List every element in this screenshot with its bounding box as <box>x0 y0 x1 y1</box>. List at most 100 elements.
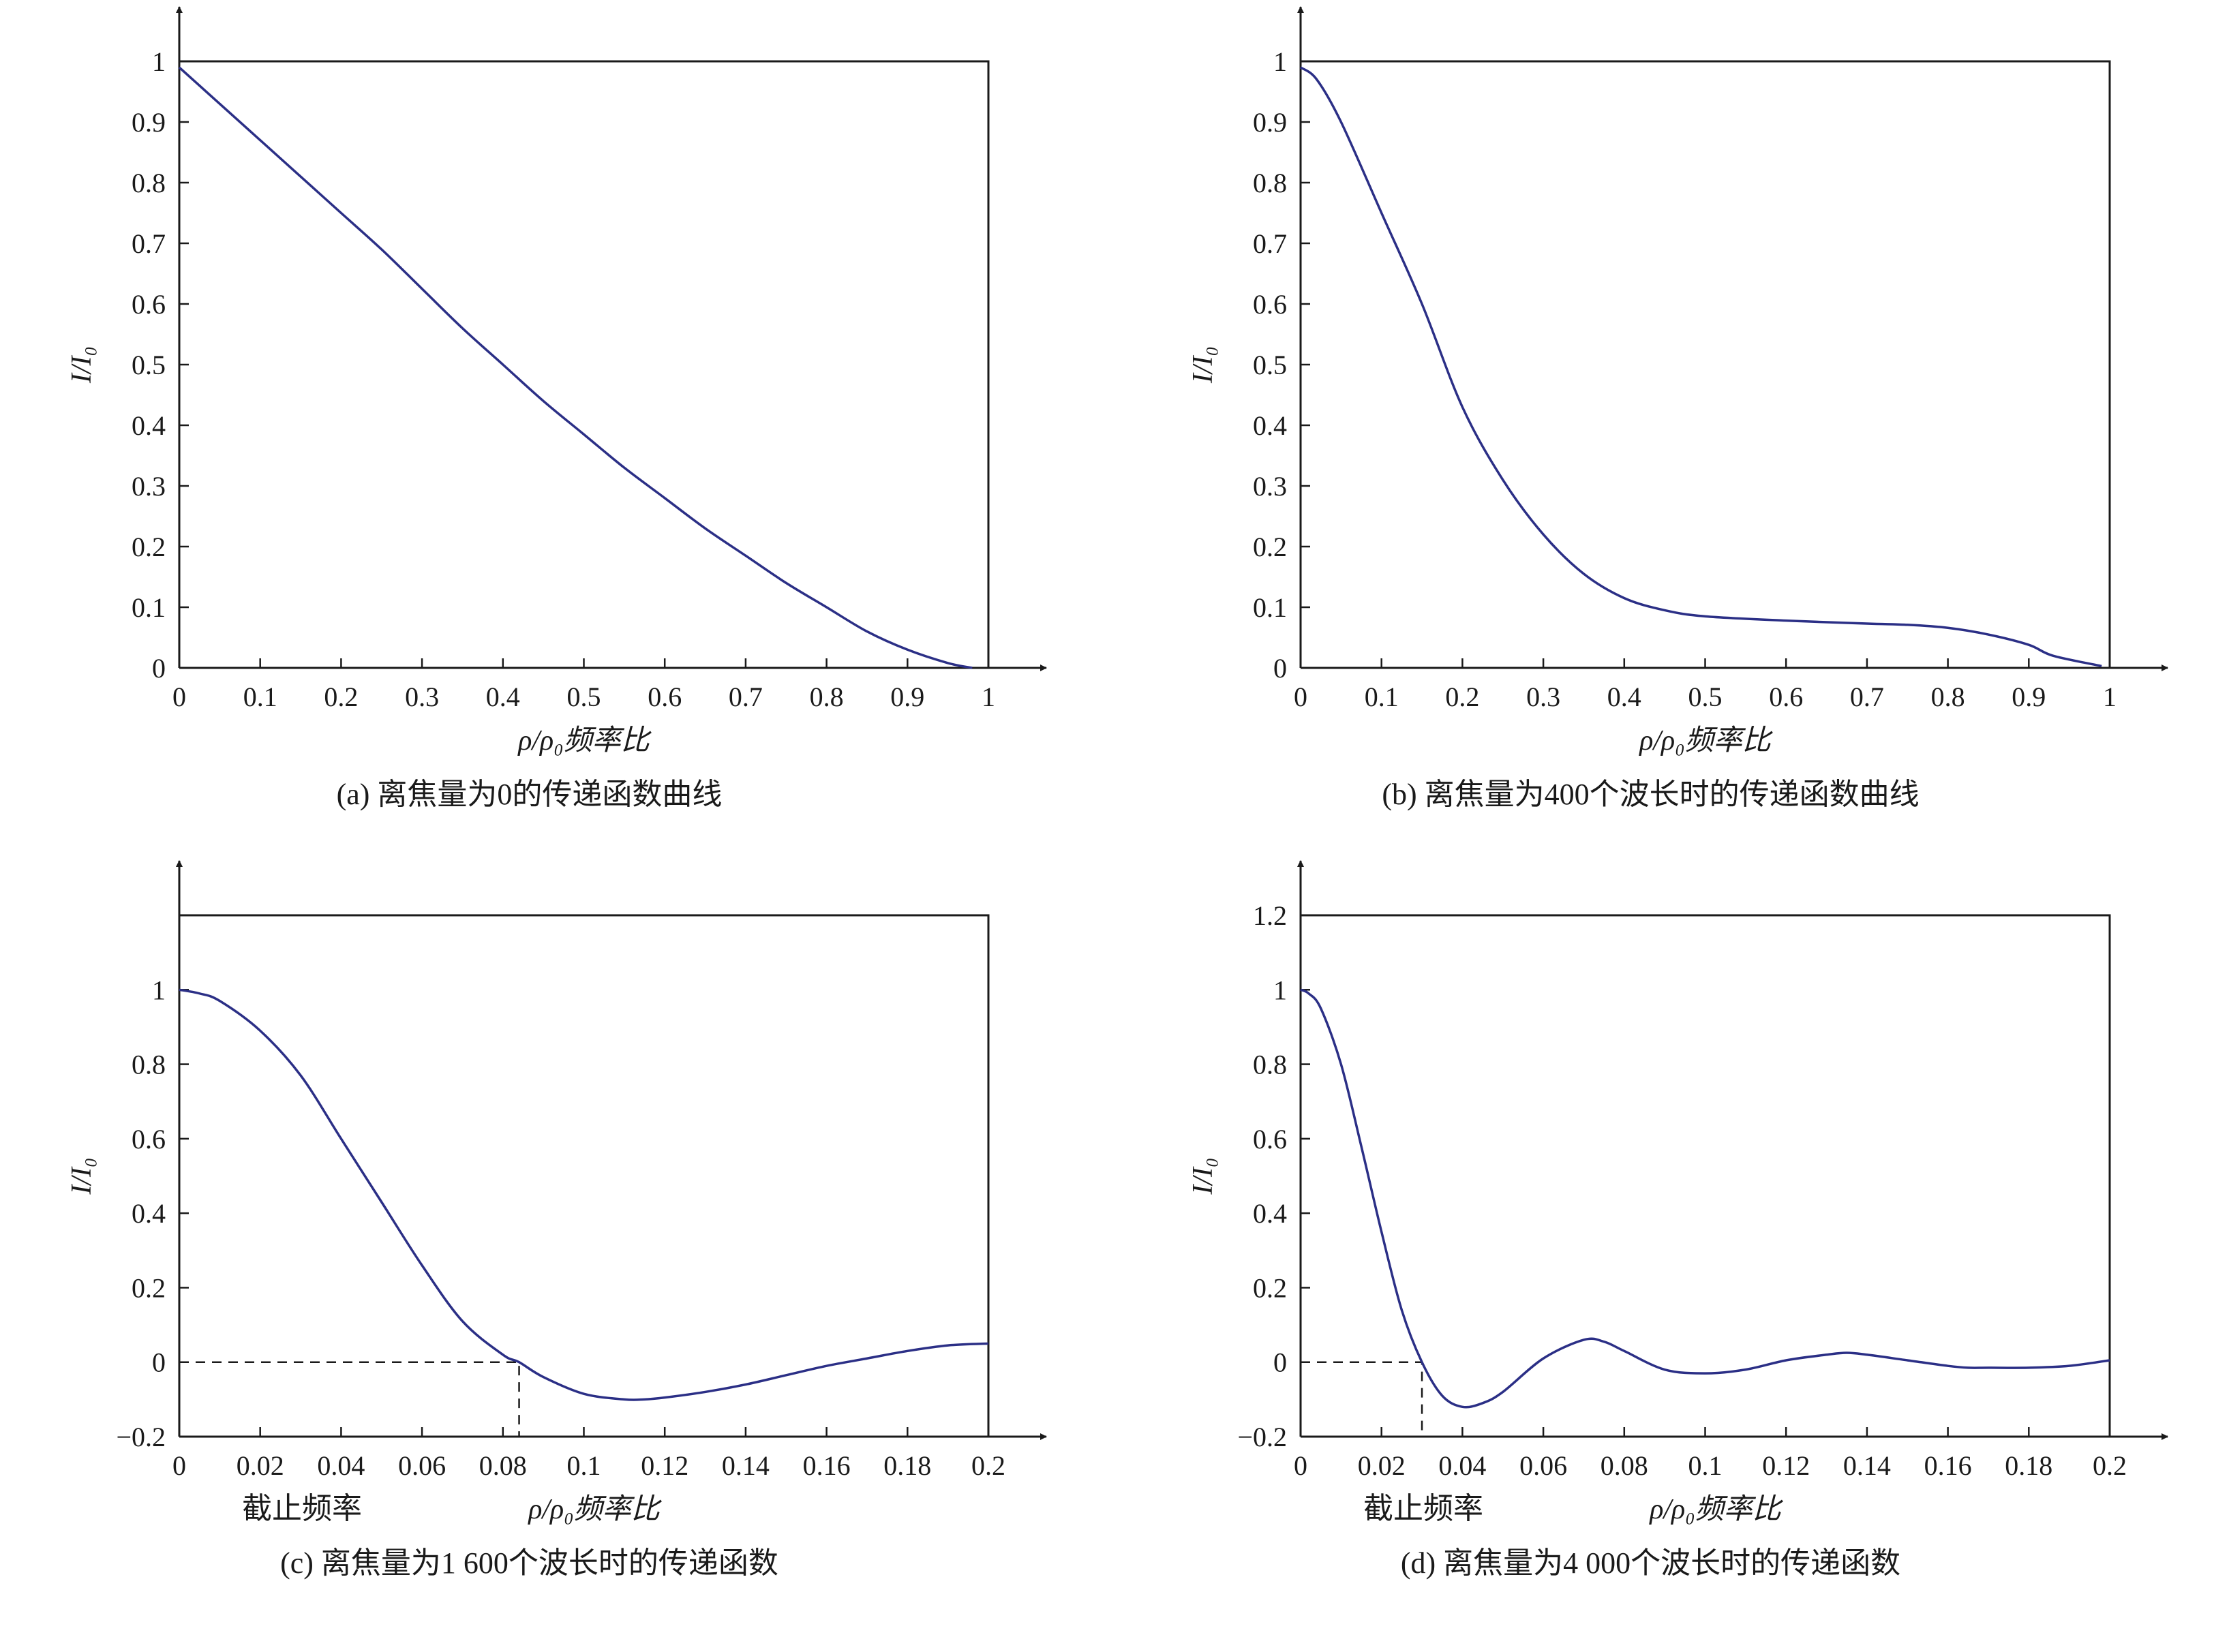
chart-panel-b: 0 0.1 0.2 0.3 0.4 0.5 0.6 0.7 0.8 0.9 1 0 0.1 0.2 0.3 0… <box>1187 6 2168 811</box>
x-tick-label: 0.5 <box>567 682 601 712</box>
x-tick-label: 1 <box>982 682 995 712</box>
cutoff-label: 截止频率 <box>242 1492 362 1525</box>
x-tick-label: 0.08 <box>1601 1450 1648 1481</box>
x-tick-label: 0.04 <box>1438 1450 1486 1481</box>
x-tick-label: 0.16 <box>803 1450 851 1481</box>
x-tick-label: 0.18 <box>883 1450 931 1481</box>
x-tick-label: 0.14 <box>1843 1450 1891 1481</box>
x-tick-label: 0.08 <box>479 1450 527 1481</box>
y-tick-label: 0.2 <box>1253 532 1287 562</box>
y-tick-label: 0.4 <box>1253 1198 1287 1229</box>
y-tick-label: 0.4 <box>132 410 166 441</box>
plot-box <box>1301 60 2111 668</box>
x-tick-label: 0.6 <box>1769 682 1803 712</box>
x-tick-label: 0 <box>172 682 186 712</box>
y-tick-label: 0.3 <box>1253 471 1287 502</box>
y-tick-label: 1.2 <box>1253 900 1287 931</box>
y-tick-label: 0.2 <box>132 1272 166 1303</box>
x-tick-label: 0.2 <box>324 682 358 712</box>
y-tick-label: 1 <box>152 46 166 77</box>
x-tick-label: 0.4 <box>486 682 520 712</box>
y-tick-label: 0.7 <box>1253 228 1287 259</box>
series-line-0 <box>1300 988 2110 1409</box>
x-tick-label: 0.2 <box>2093 1450 2127 1481</box>
x-tick-label: 0.1 <box>567 1450 601 1481</box>
plot-box <box>1301 914 2111 1437</box>
x-tick-label: 0.06 <box>398 1450 446 1481</box>
x-tick-label: 0.1 <box>1365 682 1399 712</box>
x-tick-label: 0.4 <box>1607 682 1641 712</box>
x-tick-label: 0.02 <box>1358 1450 1406 1481</box>
cutoff-label: 截止频率 <box>1363 1492 1483 1525</box>
y-tick-label: 0.1 <box>1253 592 1287 623</box>
x-tick-label: 0.8 <box>1931 682 1965 712</box>
x-tick-label: 0.6 <box>648 682 682 712</box>
y-tick-label: 0.8 <box>132 168 166 198</box>
chart-panel-c: 0 0.02 0.04 0.06 0.08 0.1 0.12 0.14 0.16 0.18 0.2 −… <box>66 860 1047 1580</box>
x-tick-label: 1 <box>2103 682 2117 712</box>
x-tick-label: 0.2 <box>971 1450 1005 1481</box>
panel-caption: (d) 离焦量为4 000个波长时的传递函数 <box>1401 1546 1900 1580</box>
x-tick-label: 0.1 <box>1688 1450 1723 1481</box>
y-tick-label: 0.6 <box>132 289 166 320</box>
y-tick-label: 0.9 <box>132 107 166 138</box>
x-tick-label: 0.12 <box>1762 1450 1810 1481</box>
y-tick-label: 1 <box>152 975 166 1005</box>
y-tick-label: 0 <box>1273 1347 1287 1378</box>
series-line-0 <box>179 988 989 1401</box>
x-axis-label: ρ/ρ₀频率比 <box>1638 725 1774 756</box>
y-tick-label: 0.8 <box>1253 1050 1287 1080</box>
x-tick-label: 0.3 <box>1526 682 1560 712</box>
y-tick-label: 0.5 <box>132 350 166 380</box>
y-tick-label: 0.1 <box>132 592 166 623</box>
y-tick-label: 0.6 <box>1253 289 1287 320</box>
y-tick-label: 0 <box>152 653 166 684</box>
x-tick-label: 0.5 <box>1688 682 1723 712</box>
y-tick-label: −0.2 <box>116 1422 166 1452</box>
x-tick-label: 0.18 <box>2005 1450 2052 1481</box>
y-tick-label: 0 <box>1273 653 1287 684</box>
chart-panel-d: 0 0.02 0.04 0.06 0.08 0.1 0.12 0.14 0.16 0.18 0.2 −… <box>1187 860 2168 1580</box>
x-axis-label: ρ/ρ₀频率比 <box>527 1494 663 1525</box>
x-tick-label: 0.7 <box>1850 682 1884 712</box>
y-tick-label: 0.9 <box>1253 107 1287 138</box>
y-tick-label: 0.2 <box>132 532 166 562</box>
x-tick-label: 0 <box>1294 682 1307 712</box>
chart-panel-a: 0 0.1 0.2 0.3 0.4 0.5 0.6 0.7 0.8 0.9 1 0 0.1 0.2 0.3 0… <box>66 6 1047 811</box>
x-axis-label: ρ/ρ₀频率比 <box>517 725 652 756</box>
cutoff-guide <box>179 1361 520 1437</box>
x-tick-label: 0.14 <box>722 1450 770 1481</box>
cutoff-guide <box>1301 1361 1423 1437</box>
y-tick-label: 0.2 <box>1253 1272 1287 1303</box>
x-tick-label: 0.12 <box>641 1450 688 1481</box>
x-tick-label: 0.9 <box>890 682 924 712</box>
x-tick-label: 0.3 <box>405 682 439 712</box>
panel-caption: (a) 离焦量为0的传递函数曲线 <box>337 778 723 811</box>
x-tick-label: 0.1 <box>243 682 277 712</box>
y-tick-label: 0.6 <box>1253 1124 1287 1154</box>
y-tick-label: 0.4 <box>1253 410 1287 441</box>
y-tick-label: 0.3 <box>132 471 166 502</box>
y-axis-label: I/I₀ <box>66 346 97 384</box>
x-tick-label: 0.06 <box>1519 1450 1567 1481</box>
x-axis-label: ρ/ρ₀频率比 <box>1648 1494 1784 1525</box>
plot-box <box>179 60 990 668</box>
x-tick-label: 0 <box>1294 1450 1307 1481</box>
y-tick-label: 0.4 <box>132 1198 166 1229</box>
series-line-0 <box>178 66 973 669</box>
y-axis-label: I/I₀ <box>1187 1157 1219 1195</box>
y-tick-label: 1 <box>1273 46 1287 77</box>
x-tick-label: 0.16 <box>1924 1450 1972 1481</box>
y-tick-label: 0.8 <box>1253 168 1287 198</box>
y-tick-label: 0.7 <box>132 228 166 259</box>
x-tick-label: 0.02 <box>237 1450 284 1481</box>
panel-caption: (c) 离焦量为1 600个波长时的传递函数 <box>280 1546 778 1580</box>
y-tick-label: 0.6 <box>132 1124 166 1154</box>
plot-box <box>179 914 990 1437</box>
y-tick-label: 1 <box>1273 975 1287 1005</box>
panel-caption: (b) 离焦量为400个波长时的传递函数曲线 <box>1382 778 1919 811</box>
series-line-0 <box>1299 66 2102 668</box>
y-tick-label: −0.2 <box>1237 1422 1287 1452</box>
x-tick-label: 0 <box>172 1450 186 1481</box>
